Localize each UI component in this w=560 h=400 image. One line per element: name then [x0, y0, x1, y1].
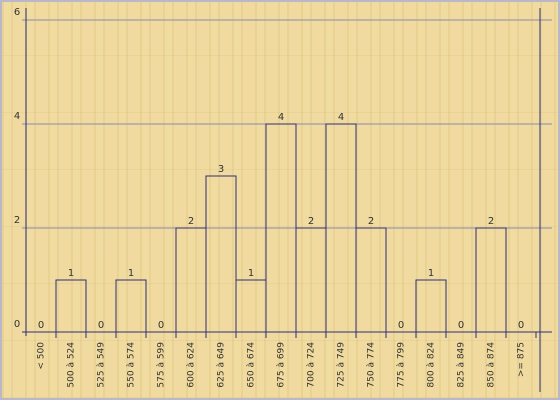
- bar: [475, 227, 507, 333]
- x-tick-label: 625 à 649: [217, 342, 227, 388]
- x-tick-label: >= 875: [517, 342, 527, 377]
- bar: [355, 227, 387, 333]
- value-label: 1: [68, 268, 74, 279]
- x-tick-label: 600 à 624: [187, 342, 197, 388]
- x-tick-label: 675 à 699: [277, 342, 287, 388]
- value-label: 0: [518, 320, 524, 331]
- x-tick-label: 800 à 824: [427, 342, 437, 388]
- x-tick-label: 650 à 674: [247, 342, 257, 388]
- x-tick-label: 825 à 849: [457, 342, 467, 388]
- value-label: 0: [158, 320, 164, 331]
- value-label: 1: [248, 268, 254, 279]
- bar: [205, 175, 237, 333]
- value-label: 1: [128, 268, 134, 279]
- x-tick-label: 525 à 549: [97, 342, 107, 388]
- value-label: 2: [308, 216, 314, 227]
- value-label: 0: [458, 320, 464, 331]
- bar: [415, 279, 447, 333]
- value-label: 0: [398, 320, 404, 331]
- y-tick-label: 4: [14, 111, 20, 122]
- x-tick-label: 700 à 724: [307, 342, 317, 388]
- value-label: 0: [98, 320, 104, 331]
- x-tick-label: 750 à 774: [367, 342, 377, 388]
- x-tick-label: < 500: [37, 342, 47, 370]
- value-label: 1: [428, 268, 434, 279]
- value-label: 0: [38, 320, 44, 331]
- bar: [175, 227, 207, 333]
- x-tick-label: 850 à 874: [487, 342, 497, 388]
- x-tick-label: 725 à 749: [337, 342, 347, 388]
- value-label: 2: [488, 216, 494, 227]
- value-label: 4: [278, 112, 284, 123]
- bar: [295, 227, 327, 333]
- x-tick-label: 550 à 574: [127, 342, 137, 388]
- x-tick-label: 775 à 799: [397, 342, 407, 388]
- y-tick-label: 2: [14, 215, 20, 226]
- bar: [55, 279, 87, 333]
- bar: [115, 279, 147, 333]
- value-label: 3: [218, 164, 224, 175]
- value-label: 4: [338, 112, 344, 123]
- x-tick-label: 500 à 524: [67, 342, 77, 388]
- bar: [235, 279, 267, 333]
- value-label: 2: [188, 216, 194, 227]
- y-tick-label: 0: [14, 319, 20, 330]
- value-label: 2: [368, 216, 374, 227]
- y-tick-label: 6: [14, 7, 20, 18]
- x-tick-label: 575 à 599: [157, 342, 167, 388]
